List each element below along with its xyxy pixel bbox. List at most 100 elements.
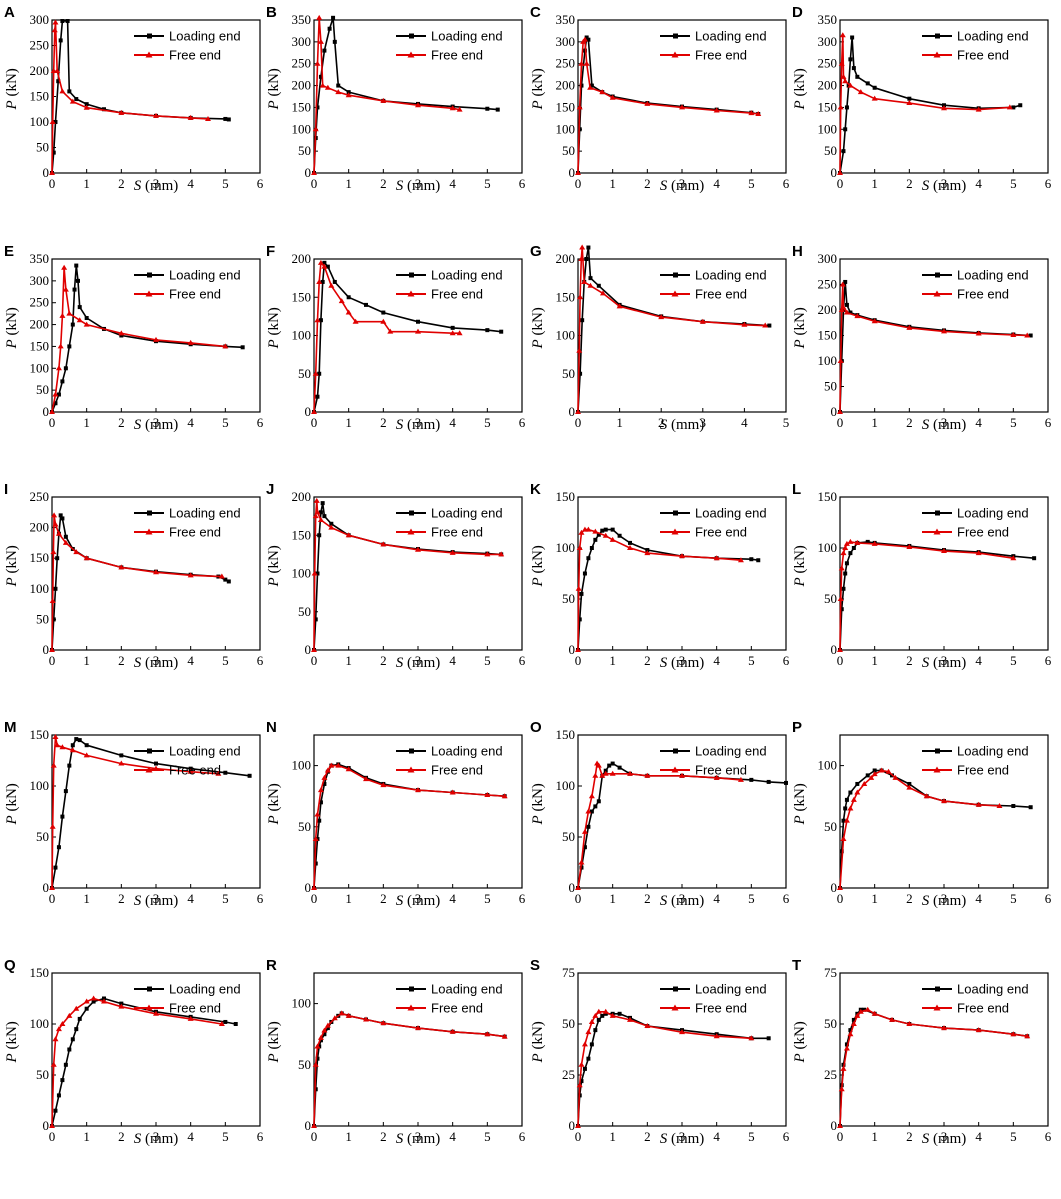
panel-t-loading-end-point — [848, 1028, 853, 1033]
panel-k-loading-end-point — [645, 548, 650, 553]
panel-l-free-end-line — [839, 541, 1014, 651]
panel-e: E 0 1 2 3 4 5 6 0 50 100 150 200 250 300 350 P (kN) S (mm… — [4, 243, 264, 433]
panel-d-loading-end-point — [841, 149, 846, 154]
panel-r-loading-end-point — [322, 1032, 327, 1037]
panel-t-xtick-label: 2 — [906, 1129, 913, 1144]
panel-c-free-end-point — [587, 84, 594, 90]
panel-p-x-unit: (mm) — [929, 893, 966, 909]
panel-f-loading-end-point — [364, 302, 368, 307]
panel-t-free-end-line — [839, 1008, 1028, 1127]
panel-q-y-unit: (kN) — [4, 1021, 20, 1053]
panel-t-free-end-point — [843, 1045, 850, 1051]
panel-k-ytick-label: 150 — [556, 489, 576, 504]
panel-s-free-end-point — [576, 1082, 583, 1088]
panel-a-xtick-label: 3 — [153, 176, 160, 191]
panel-i-ytick-label: 200 — [30, 520, 50, 535]
panel-e-free-end-point — [83, 321, 90, 327]
panel-s-free-end-point — [627, 1016, 633, 1022]
panel-h-legend-loading-marker — [935, 272, 940, 278]
panel-b-free-end-point — [314, 60, 321, 66]
panel-f-loading-end-point — [320, 279, 325, 284]
panel-q-xtick-label: 6 — [257, 1129, 264, 1144]
panel-k-xtick-label: 5 — [748, 653, 755, 668]
panel-p-free-end-point — [854, 789, 861, 795]
panel-p-xtick-label: 6 — [1045, 891, 1052, 906]
panel-g-legend-loading-marker — [673, 272, 678, 278]
panel-p-free-end-point — [975, 801, 982, 807]
panel-h-y-var: P — [792, 339, 808, 349]
panel-t-free-end-point — [906, 1021, 913, 1026]
panel-p-ytick-label: 50 — [824, 819, 837, 834]
panel-l-loading-end-point — [865, 539, 870, 544]
panel-l-ytick-label: 50 — [824, 591, 837, 606]
panel-a-loading-end-point — [60, 19, 65, 24]
panel-h-xtick-label: 2 — [906, 415, 913, 430]
panel-p-xtick-label: 2 — [906, 891, 913, 906]
panel-i-legend-loading-marker — [147, 510, 152, 516]
panel-m-ytick-label: 50 — [36, 829, 49, 844]
panel-e-legend-free-marker — [145, 290, 153, 297]
panel-k-loading-end-point — [628, 540, 632, 545]
panel-d-legend-loading-marker — [935, 33, 940, 39]
panel-s-free-end-point — [713, 1033, 720, 1039]
panel-p-xtick-label: 0 — [837, 891, 844, 906]
panel-b-ytick-label: 150 — [292, 99, 312, 114]
panel-i-free-end-point — [83, 555, 90, 561]
panel-e-loading-end-point — [72, 287, 77, 292]
panel-a-free-end-point — [83, 104, 90, 110]
panel-c-free-end-point — [576, 104, 583, 110]
panel-n-free-end-point — [449, 789, 456, 795]
panel-q-free-end-point — [59, 1021, 66, 1026]
panel-f-free-end-point — [387, 328, 394, 334]
panel-e-loading-end-line — [51, 264, 243, 413]
panel-b-ytick-label: 100 — [292, 121, 312, 136]
panel-q-loading-end-point — [67, 1047, 72, 1052]
panel-a-ytick-label: 250 — [30, 38, 50, 53]
panel-f-x-title: S (mm) — [396, 417, 441, 433]
panel-g-legend-free-label: Free end — [695, 287, 747, 302]
panel-f-loading-end-point — [485, 328, 490, 333]
panel-f-free-end-point — [415, 328, 421, 334]
panel-g-free-end-point — [579, 244, 586, 250]
panel-g-loading-end-point — [580, 318, 585, 323]
panel-a-xtick-label: 4 — [187, 176, 194, 191]
panel-e-free-end-point — [59, 312, 66, 318]
panel-c-xtick-label: 2 — [644, 176, 651, 191]
panel-t-xtick-label: 4 — [975, 1129, 982, 1144]
panel-r-legend-free-label: Free end — [431, 1001, 483, 1016]
panel-d-free-end-point — [1006, 104, 1013, 110]
panel-m-legend-free-label: Free end — [169, 763, 221, 778]
panel-q-free-end-point — [73, 1005, 80, 1011]
panel-f-y-var: P — [266, 339, 282, 349]
panel-r-free-end-point — [345, 1012, 352, 1018]
panel-l-letter: L — [792, 481, 801, 498]
panel-t: T 0 1 2 3 4 5 6 0 25 50 75 P (kN) S (mm) Loading end Fr… — [792, 957, 1052, 1147]
panel-h-free-end-point — [854, 313, 861, 319]
panel-i-x-title: S (mm) — [134, 655, 179, 671]
panel-c-free-end-point — [679, 104, 685, 110]
panel-s-legend-free-label: Free end — [695, 1001, 747, 1016]
panel-l-xtick-label: 6 — [1045, 653, 1052, 668]
panel-s-free-end-point — [585, 1029, 592, 1035]
panel-n-ytick-label: 100 — [292, 758, 312, 773]
panel-i-loading-end-point — [63, 534, 68, 539]
panel-q-loading-end-point — [70, 1037, 75, 1042]
panel-r-free-end-point — [501, 1033, 508, 1039]
panel-n-y-unit: (kN) — [266, 783, 282, 815]
panel-n-free-end-point — [484, 791, 491, 797]
panel-f-free-end-point — [456, 330, 463, 336]
panel-i-loading-end-point — [226, 579, 231, 584]
panel-j-free-end-point — [498, 551, 505, 557]
panel-e-y-var: P — [4, 339, 20, 349]
panel-p-loading-end-line — [839, 769, 1031, 889]
panel-g-xtick-label: 3 — [700, 415, 707, 430]
panel-f-loading-end-point — [315, 394, 320, 399]
panel-s-loading-end-point — [593, 1028, 598, 1033]
panel-f-loading-end-point — [322, 260, 327, 265]
panel-o-legend-loading-label: Loading end — [695, 744, 767, 759]
panel-r-free-end-point — [321, 1027, 328, 1033]
panel-d-ytick-label: 200 — [818, 78, 838, 93]
panel-f-loading-end-point — [346, 295, 351, 300]
panel-o-x-title: S (mm) — [660, 893, 705, 909]
